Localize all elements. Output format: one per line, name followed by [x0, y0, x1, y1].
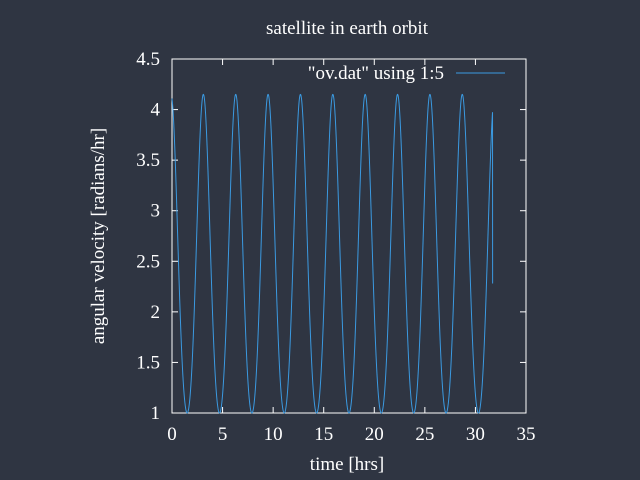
x-tick-label: 25 [415, 424, 434, 445]
legend-label: "ov.dat" using 1:5 [308, 63, 444, 84]
y-tick-label: 2.5 [136, 251, 160, 272]
x-tick-label: 0 [167, 424, 177, 445]
y-tick-label: 3.5 [136, 150, 160, 171]
y-tick-label: 3 [151, 201, 161, 222]
x-tick-label: 5 [218, 424, 228, 445]
y-axis-label: angular velocity [radians/hr] [88, 128, 109, 344]
y-tick-labels: 1 1.5 2 2.5 3 3.5 4 4.5 [136, 49, 160, 424]
x-tick-labels: 0 5 10 15 20 25 30 35 [167, 424, 535, 445]
y-tick-label: 1.5 [136, 352, 160, 373]
y-tick-label: 4.5 [136, 49, 160, 70]
series-line [171, 93, 494, 414]
x-tick-label: 15 [314, 424, 333, 445]
axis-ticks [171, 58, 527, 414]
x-tick-label: 10 [264, 424, 283, 445]
legend: "ov.dat" using 1:5 [308, 63, 505, 84]
chart-title: satellite in earth orbit [266, 18, 429, 39]
y-tick-label: 2 [151, 302, 161, 323]
x-tick-label: 30 [466, 424, 485, 445]
y-tick-label: 1 [151, 403, 161, 424]
y-tick-label: 4 [151, 100, 161, 121]
x-tick-label: 35 [517, 424, 536, 445]
x-tick-label: 20 [365, 424, 384, 445]
x-axis-label: time [hrs] [310, 454, 384, 475]
